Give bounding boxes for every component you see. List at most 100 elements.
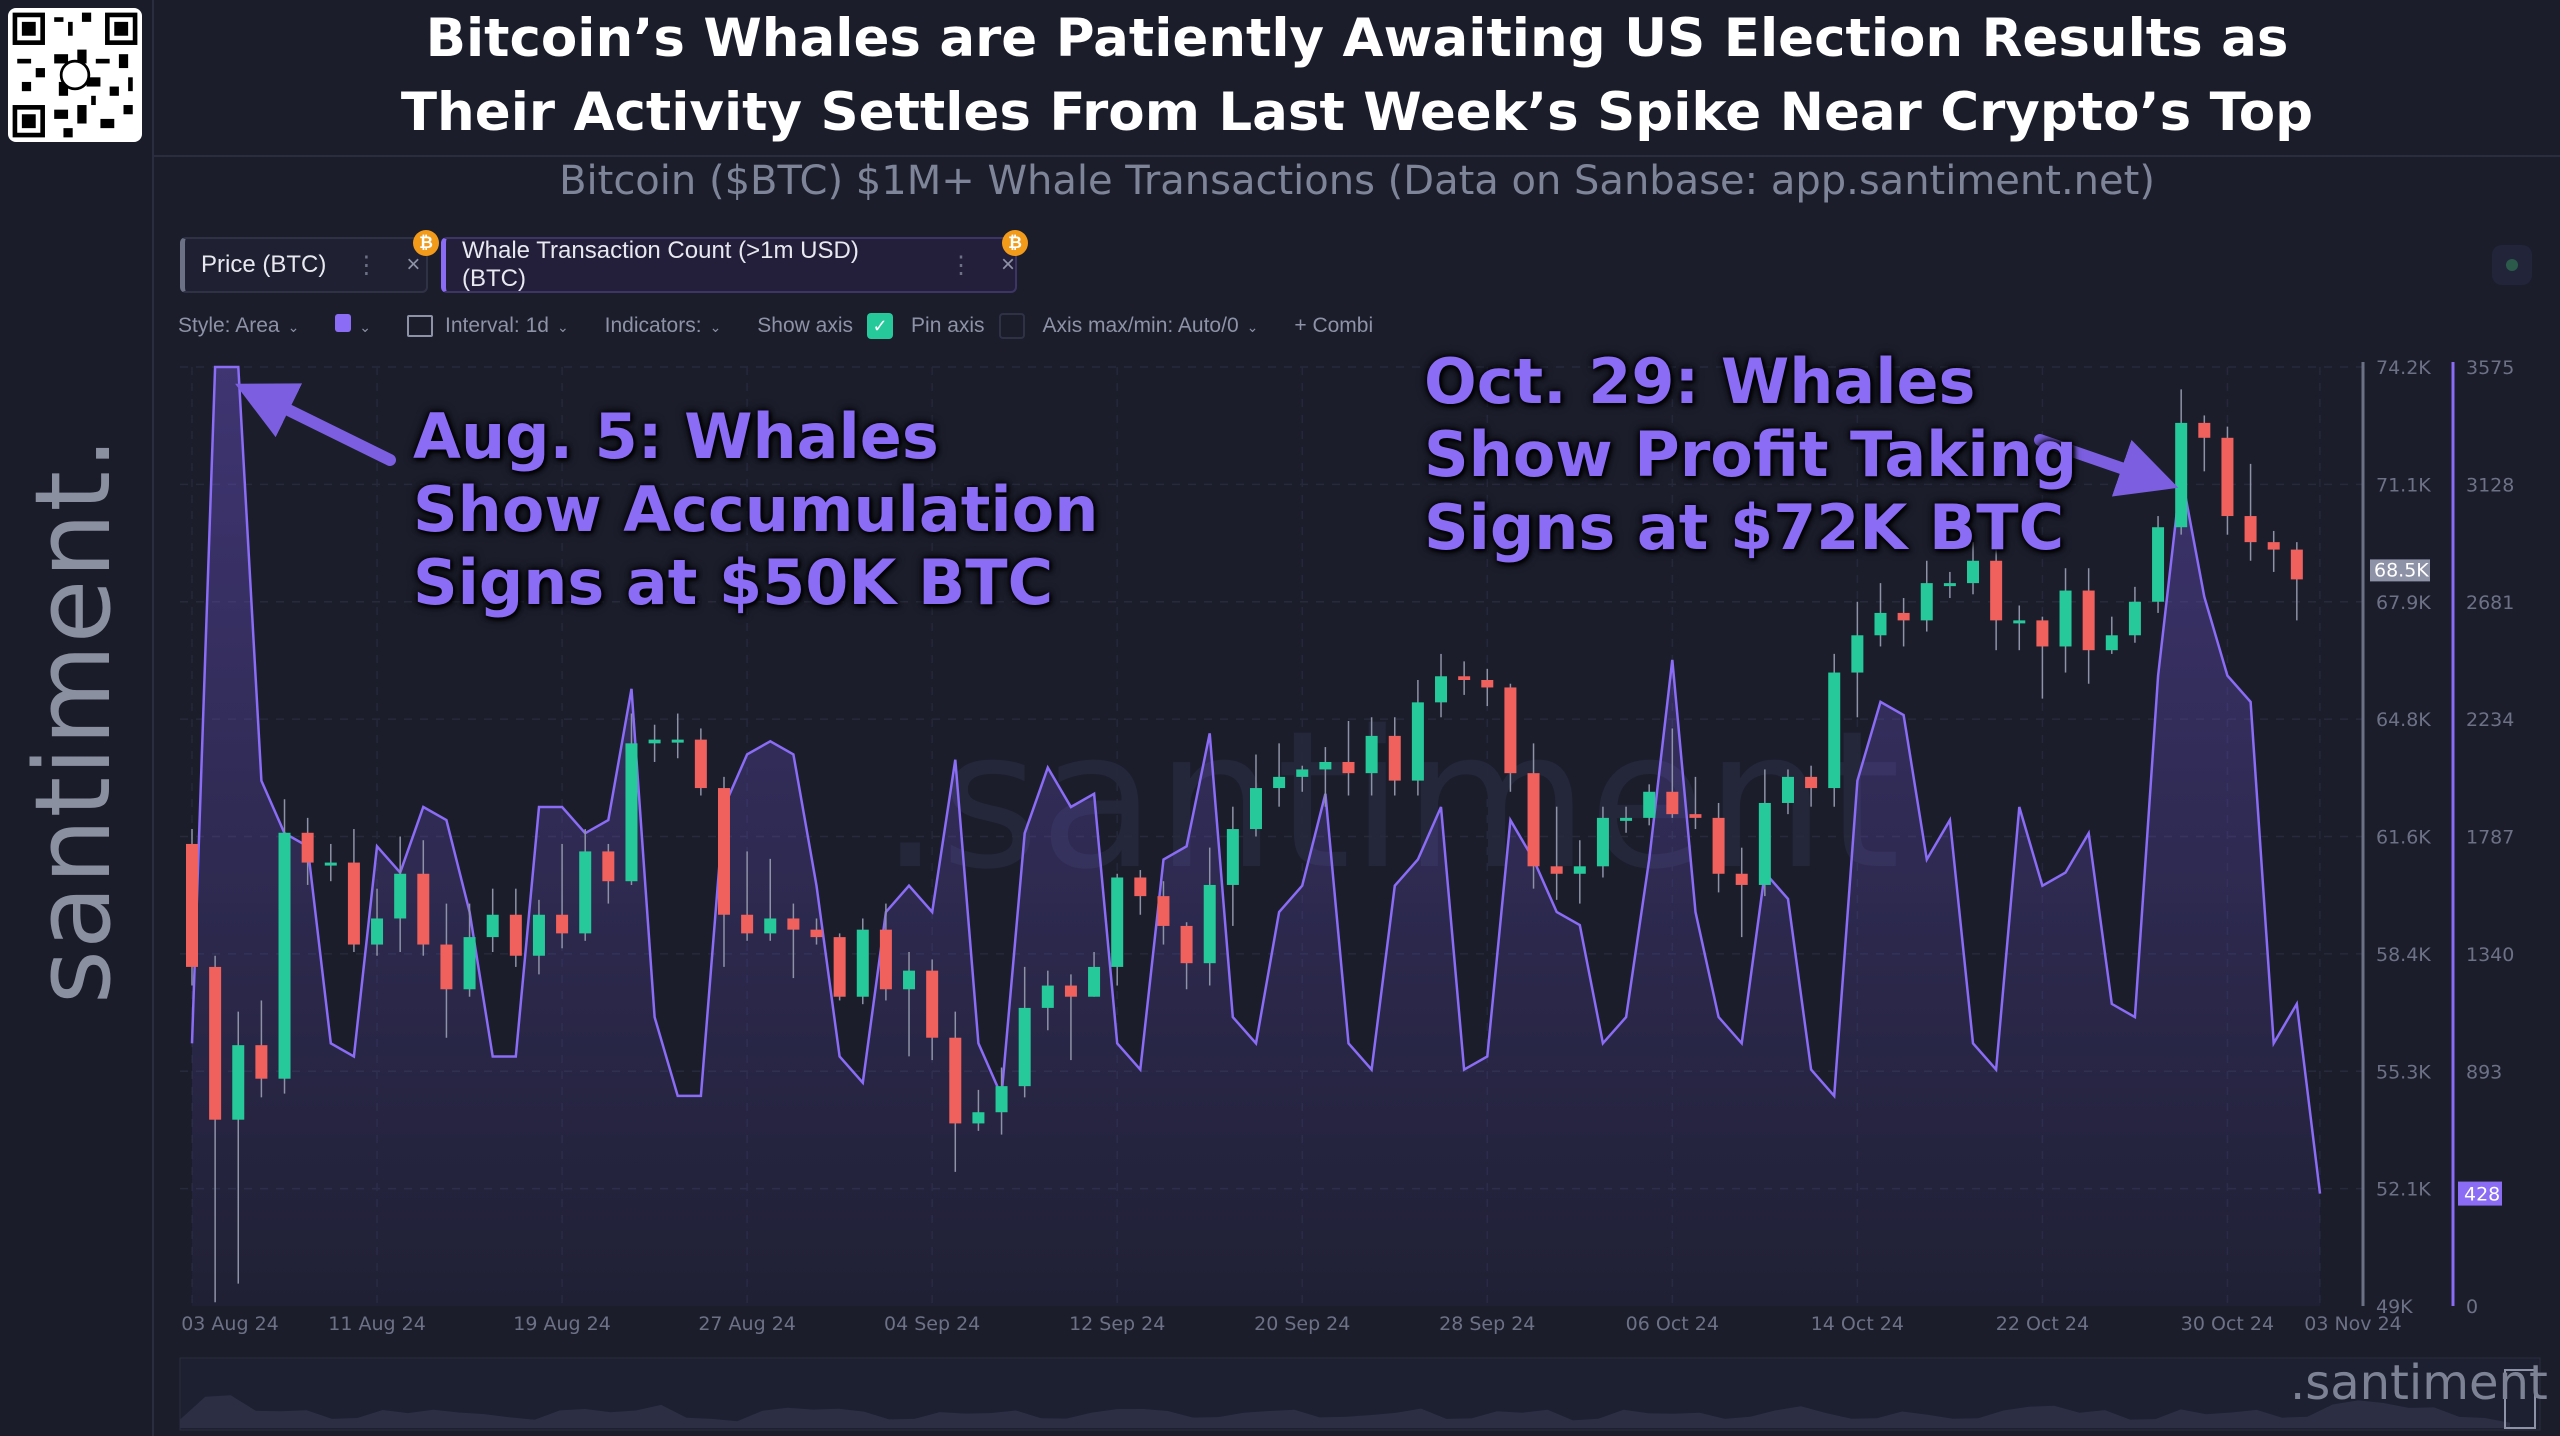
interval-dropdown[interactable]: Interval: 1d ⌄ bbox=[407, 314, 587, 338]
santiment-watermark-small: .santiment bbox=[2290, 1355, 2548, 1411]
candle-body-down bbox=[2198, 422, 2211, 438]
pin-axis-toggle[interactable]: Pin axis bbox=[911, 313, 1025, 339]
candle bbox=[1666, 728, 1679, 818]
candle-body-up bbox=[1411, 702, 1424, 781]
candle-body-up bbox=[532, 914, 545, 956]
whale-tick-label: 2681 bbox=[2466, 592, 2514, 614]
candle-body-down bbox=[833, 937, 846, 997]
candle-body-up bbox=[1365, 735, 1378, 774]
candle-body-down bbox=[509, 914, 522, 956]
price-tick-label: 71.1K bbox=[2376, 474, 2431, 496]
candle-body-up bbox=[278, 832, 291, 1079]
candle bbox=[1018, 966, 1031, 1098]
page-title-line-2: Their Activity Settles From Last Week’s … bbox=[400, 82, 2314, 143]
tab-price-btc[interactable]: Price (BTC) ⋮ × bbox=[180, 237, 428, 293]
candle bbox=[1041, 970, 1054, 1031]
status-dot-button[interactable] bbox=[2492, 245, 2532, 285]
candle-body-up bbox=[972, 1112, 985, 1124]
close-icon[interactable]: × bbox=[406, 251, 421, 278]
candle-body-down bbox=[1388, 735, 1401, 781]
tab-whale-transaction-count[interactable]: Whale Transaction Count (>1m USD) (BTC) … bbox=[441, 237, 1017, 293]
chevron-down-icon: ⌄ bbox=[709, 319, 722, 335]
candle-body-up bbox=[1273, 776, 1286, 789]
axis-maxmin-dropdown[interactable]: Axis max/min: Auto/0 ⌄ bbox=[1043, 314, 1277, 338]
candle bbox=[1481, 668, 1494, 707]
candle bbox=[278, 799, 291, 1094]
whale-tick-label: 3575 bbox=[2466, 357, 2514, 379]
candle bbox=[1458, 661, 1471, 695]
candle bbox=[2013, 605, 2026, 651]
price-tick-label: 64.8K bbox=[2376, 709, 2431, 731]
chevron-down-icon: ⌄ bbox=[1246, 319, 1259, 335]
candle bbox=[371, 888, 384, 956]
candle-body-down bbox=[787, 918, 800, 930]
candle bbox=[209, 955, 222, 1303]
candle bbox=[1319, 747, 1332, 807]
candle bbox=[949, 1011, 962, 1172]
candle bbox=[2244, 463, 2257, 561]
candle-body-down bbox=[717, 788, 730, 915]
candle bbox=[1643, 784, 1656, 826]
current-whale-badge bbox=[2458, 1181, 2502, 1206]
navigator-handle bbox=[2504, 1369, 2536, 1429]
annotation-line: Signs at $50K BTC bbox=[413, 546, 1054, 619]
bitcoin-badge-icon: ₿ bbox=[1002, 230, 1028, 256]
status-dot-icon bbox=[2506, 259, 2518, 271]
candle-body-down bbox=[186, 843, 198, 967]
navigator[interactable] bbox=[179, 1357, 2541, 1431]
candle-body-up bbox=[1319, 761, 1332, 770]
style-dropdown[interactable]: Style: Area ⌄ bbox=[178, 314, 317, 338]
close-icon[interactable]: × bbox=[1000, 251, 1015, 278]
candle bbox=[1365, 717, 1378, 796]
candle-body-up bbox=[1111, 877, 1124, 967]
candle bbox=[764, 858, 777, 941]
candle bbox=[1411, 680, 1424, 796]
candle-body-up bbox=[1943, 583, 1956, 587]
color-dropdown[interactable]: ⌄ bbox=[335, 314, 389, 338]
candle-body-up bbox=[1249, 788, 1262, 830]
candle bbox=[787, 903, 800, 979]
annotation-line: Aug. 5: Whales bbox=[413, 400, 939, 473]
candle-body-up bbox=[2013, 620, 2026, 624]
show-axis-toggle[interactable]: Show axis ✓ bbox=[757, 313, 894, 339]
candle-body-down bbox=[1064, 985, 1077, 997]
candle bbox=[2059, 568, 2072, 673]
candle-body-down bbox=[347, 862, 360, 945]
candle bbox=[440, 903, 453, 1038]
whale-series bbox=[190, 365, 2322, 1306]
candle bbox=[694, 728, 707, 796]
navigator-mini-area bbox=[180, 1395, 2510, 1428]
candle bbox=[347, 829, 360, 953]
candle bbox=[301, 817, 314, 885]
candle bbox=[833, 933, 846, 1001]
combine-button[interactable]: + Combi bbox=[1294, 314, 1374, 337]
candle-body-up bbox=[671, 739, 684, 743]
candle bbox=[2221, 426, 2234, 535]
indicators-dropdown[interactable]: Indicators: ⌄ bbox=[605, 314, 740, 338]
candle-body-down bbox=[1180, 925, 1193, 964]
more-options-icon[interactable]: ⋮ bbox=[948, 251, 973, 279]
candle-body-up bbox=[903, 970, 916, 990]
price-tick-label: 55.3K bbox=[2376, 1061, 2431, 1083]
candle bbox=[1203, 847, 1216, 986]
candle bbox=[232, 1011, 245, 1284]
candle-body-up bbox=[1874, 612, 1887, 636]
more-options-icon[interactable]: ⋮ bbox=[354, 251, 379, 279]
candle bbox=[2290, 542, 2303, 621]
candle bbox=[1527, 743, 1540, 889]
candle-body-up bbox=[1643, 791, 1656, 818]
candle bbox=[856, 918, 869, 1005]
candle bbox=[1435, 653, 1448, 718]
candle-body-down bbox=[2082, 590, 2095, 651]
checkbox-checked-icon[interactable]: ✓ bbox=[867, 313, 894, 339]
candle bbox=[1296, 765, 1309, 792]
candle bbox=[2082, 568, 2095, 684]
candle bbox=[717, 776, 730, 967]
checkbox-unchecked[interactable] bbox=[998, 313, 1025, 339]
color-swatch bbox=[335, 314, 352, 332]
price-tick-label: 58.4K bbox=[2376, 944, 2431, 966]
x-tick-label: 04 Sep 24 bbox=[884, 1313, 980, 1335]
candle bbox=[995, 1067, 1008, 1135]
candle bbox=[324, 843, 337, 882]
